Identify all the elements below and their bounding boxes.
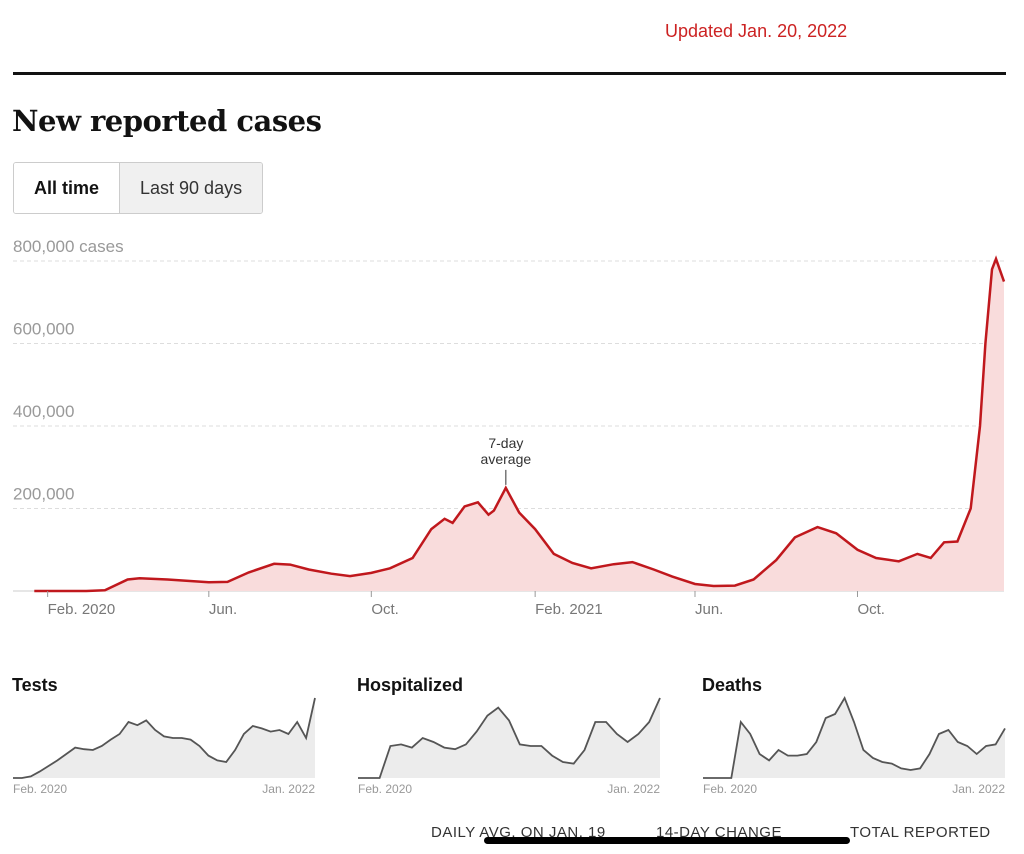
annotation-label: average [481,451,532,467]
y-tick-label: 200,000 [13,485,74,504]
sparkline-start-label: Feb. 2020 [358,782,412,796]
sparkline-line [13,697,316,779]
sparkline-end-label: Jan. 2022 [607,782,660,796]
sparkline-start-label: Feb. 2020 [703,782,757,796]
scrollbar[interactable] [484,837,850,844]
y-tick-label: 600,000 [13,320,74,339]
sparkline-tests: Feb. 2020 Jan. 2022 [13,697,316,796]
tab-all-time[interactable]: All time [14,163,121,213]
y-tick-label: 400,000 [13,402,74,421]
change-header: 14-DAY CHANGE [656,824,782,841]
hospitalized-title: Hospitalized [357,675,464,695]
sparkline-area [358,698,660,778]
sparkline-start-label: Feb. 2020 [13,782,67,796]
sparkline-line [358,697,661,779]
x-tick-label: Feb. 2020 [48,601,116,618]
cases-area [34,258,1005,591]
total-header: TOTAL REPORTED [850,824,991,841]
sparkline-line [703,695,1006,779]
header-rule [13,72,1006,75]
updated-timestamp: Updated Jan. 20, 2022 [665,21,848,41]
sparkline-end-label: Jan. 2022 [952,782,1005,796]
cases-line [34,255,1006,593]
time-range-tabs: All time Last 90 days [13,162,264,214]
tests-title: Tests [12,675,58,695]
x-tick-label: Oct. [857,601,885,618]
x-tick-label: Jun. [209,601,237,618]
sparkline-area [703,698,1005,778]
deaths-title: Deaths [702,675,763,695]
page-title: New reported cases [12,104,322,138]
tab-last-90-days[interactable]: Last 90 days [120,163,263,213]
daily-avg-header: DAILY AVG. ON JAN. 19 [431,824,606,841]
small-charts: Feb. 2020 Jan. 2022 Feb. 2020 Jan. 2022 Feb.… [13,695,1006,796]
sparkline-end-label: Jan. 2022 [262,782,315,796]
sparkline-hospitalized: Feb. 2020 Jan. 2022 [358,697,661,796]
x-tick-label: Jun. [695,601,723,618]
x-tick-label: Oct. [371,601,399,618]
x-tick-label: Feb. 2021 [535,601,603,618]
cases-chart: 200,000 400,000 600,000 800,000 cases Feb. … [13,237,1006,618]
sparkline-area [13,698,315,778]
annotation-label: 7-day [488,435,523,451]
sparkline-deaths: Feb. 2020 Jan. 2022 [703,695,1006,796]
y-tick-label: 800,000 cases [13,237,124,256]
